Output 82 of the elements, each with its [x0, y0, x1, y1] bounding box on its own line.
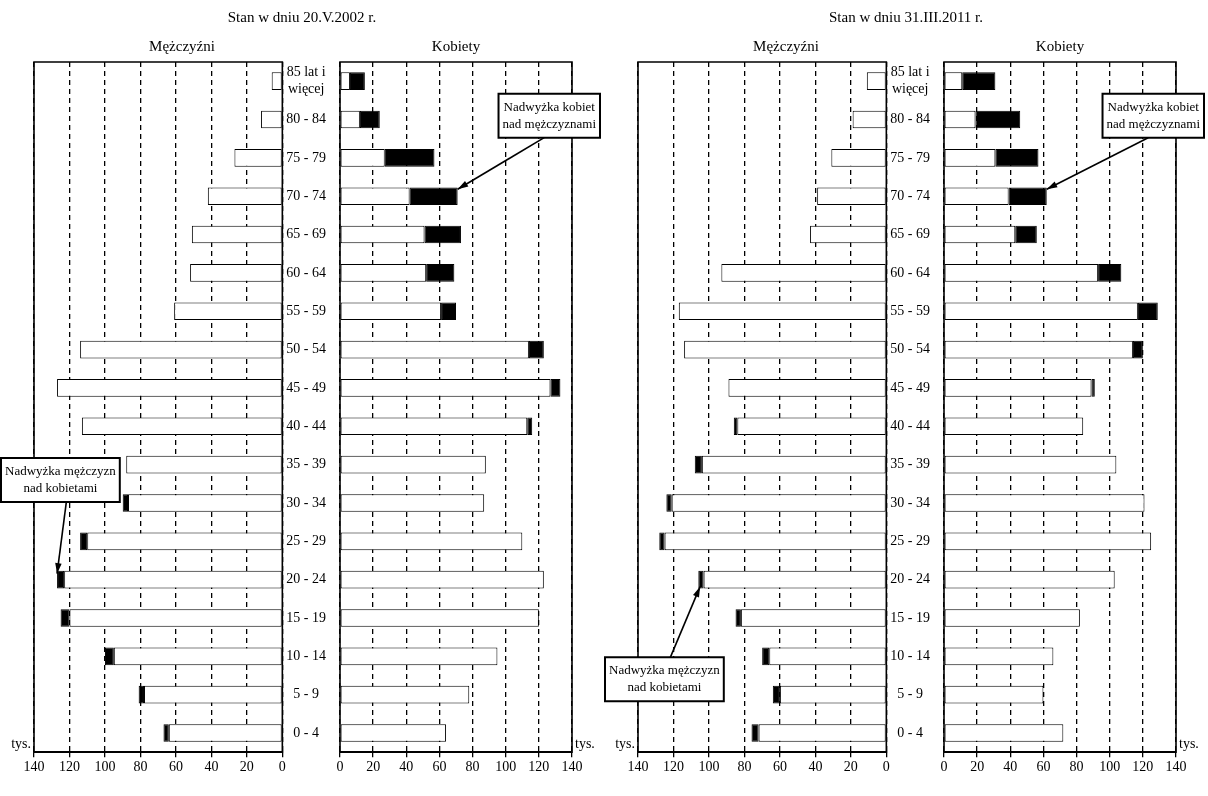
y-tick-label: 45 - 49 [286, 379, 326, 395]
y-tick-label: 35 - 39 [890, 456, 930, 472]
x-tick-label: 0 [278, 759, 286, 775]
x-tick-label: 120 [528, 759, 550, 775]
y-tick-label: 15 - 19 [890, 609, 930, 625]
x-tick-label: 80 [1069, 759, 1084, 775]
x-tick-label: 100 [94, 759, 116, 775]
y-tick-label: 60 - 64 [286, 264, 326, 280]
y-tick-label: 50 - 54 [890, 341, 930, 357]
y-tick-label: 40 - 44 [890, 417, 930, 433]
x-tick-label: 140 [561, 759, 583, 775]
y-tick-label: 70 - 74 [890, 187, 930, 203]
x-tick-label: 100 [698, 759, 720, 775]
y-tick-label: 20 - 24 [890, 571, 930, 587]
y-tick-label: 30 - 34 [286, 494, 326, 510]
x-tick-label: 120 [58, 759, 80, 775]
y-tick-label: 55 - 59 [890, 302, 930, 318]
y-tick-label: 0 - 4 [293, 724, 319, 740]
x-tick-label: 60 [772, 759, 787, 775]
y-tick-label: 0 - 4 [897, 724, 923, 740]
y-tick-label: 75 - 79 [890, 149, 930, 165]
x-tick-label: 0 [336, 759, 344, 775]
x-tick-label: 40 [204, 759, 219, 775]
x-tick-label: 100 [1099, 759, 1121, 775]
y-tick-label: 80 - 84 [890, 111, 930, 127]
annotation: Nadwyżka mężczyzn nad kobietami [4, 462, 117, 495]
x-tick-label: 20 [843, 759, 858, 775]
y-tick-label: 80 - 84 [286, 111, 326, 127]
chart-title: Stan w dniu 31.III.2011 r. [828, 8, 984, 27]
y-tick-label: 5 - 9 [897, 686, 923, 702]
x-tick-label: 0 [882, 759, 890, 775]
x-tick-label: 60 [168, 759, 183, 775]
y-tick-label: 65 - 69 [890, 226, 930, 242]
y-tick-label: 20 - 24 [286, 571, 326, 587]
y-tick-label: 85 lat i więcej [890, 64, 930, 97]
chart-subtitle: Mężczyźni [149, 37, 215, 54]
y-tick-label: 25 - 29 [890, 532, 930, 548]
x-tick-label: 0 [940, 759, 948, 775]
chart-title: Kobiety [431, 37, 481, 54]
y-tick-label: 75 - 79 [286, 149, 326, 165]
chart-title: Kobiety [1035, 37, 1085, 54]
x-tick-label: 80 [465, 759, 480, 775]
x-tick-label: 140 [23, 759, 45, 775]
x-axis-title: tys. [1179, 735, 1199, 751]
chart-title: Stan w dniu 20.V.2002 r. [226, 8, 378, 27]
y-tick-label: 85 lat i więcej [286, 64, 326, 97]
x-tick-label: 140 [627, 759, 649, 775]
y-tick-label: 15 - 19 [286, 609, 326, 625]
y-tick-label: 40 - 44 [286, 417, 326, 433]
x-tick-label: 60 [1036, 759, 1051, 775]
y-tick-label: 55 - 59 [286, 302, 326, 318]
x-tick-label: 20 [239, 759, 254, 775]
y-tick-label: 5 - 9 [293, 686, 319, 702]
x-tick-label: 40 [399, 759, 414, 775]
x-tick-label: 80 [737, 759, 752, 775]
x-tick-label: 60 [432, 759, 447, 775]
y-tick-label: 45 - 49 [890, 379, 930, 395]
chart-subtitle: Mężczyźni [753, 37, 819, 54]
y-tick-label: 30 - 34 [890, 494, 930, 510]
x-axis-title: tys. [11, 735, 31, 751]
x-tick-label: 40 [808, 759, 823, 775]
x-tick-label: 40 [1003, 759, 1018, 775]
y-tick-label: 25 - 29 [286, 532, 326, 548]
y-tick-label: 65 - 69 [286, 226, 326, 242]
y-tick-label: 10 - 14 [890, 648, 930, 664]
x-tick-label: 80 [133, 759, 148, 775]
x-tick-label: 120 [662, 759, 684, 775]
x-tick-label: 120 [1132, 759, 1154, 775]
x-axis-title: tys. [615, 735, 635, 751]
x-tick-label: 100 [495, 759, 517, 775]
annotation: Nadwyżka kobiet nad mężczyznami [502, 98, 597, 131]
x-tick-label: 140 [1165, 759, 1187, 775]
annotation: Nadwyżka kobiet nad mężczyznami [1106, 98, 1201, 131]
y-tick-label: 35 - 39 [286, 456, 326, 472]
x-axis-title: tys. [575, 735, 595, 751]
y-tick-label: 70 - 74 [286, 187, 326, 203]
x-tick-label: 20 [970, 759, 985, 775]
y-tick-label: 10 - 14 [286, 648, 326, 664]
y-tick-label: 50 - 54 [286, 341, 326, 357]
x-tick-label: 20 [366, 759, 381, 775]
annotation: Nadwyżka mężczyzn nad kobietami [608, 662, 721, 695]
y-tick-label: 60 - 64 [890, 264, 930, 280]
